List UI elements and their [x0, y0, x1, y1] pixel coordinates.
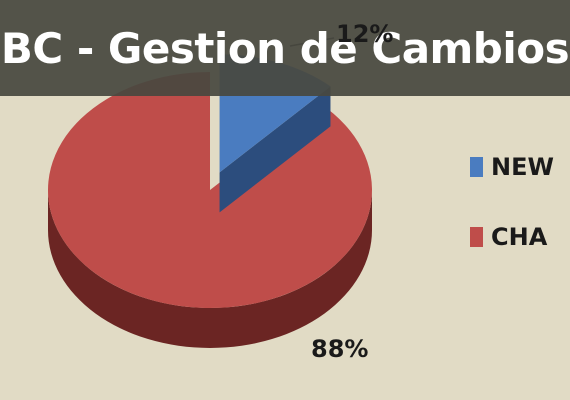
pie-cut-face-new-1 [219, 86, 331, 213]
legend-item-cha: CHA [470, 222, 554, 252]
data-label-new: 12% [336, 20, 394, 48]
legend-label-new: NEW [491, 153, 554, 181]
pie-side-cha [48, 190, 372, 348]
title-banner: BC - Gestion de Cambios [0, 0, 570, 96]
legend-label-cha: CHA [491, 223, 548, 251]
legend-swatch-cha [470, 227, 483, 247]
chart-legend: NEW CHA [470, 152, 554, 292]
data-label-cha: 88% [311, 335, 369, 363]
legend-swatch-new [470, 157, 483, 177]
legend-item-new: NEW [470, 152, 554, 182]
page-title: BC - Gestion de Cambios [0, 23, 570, 73]
